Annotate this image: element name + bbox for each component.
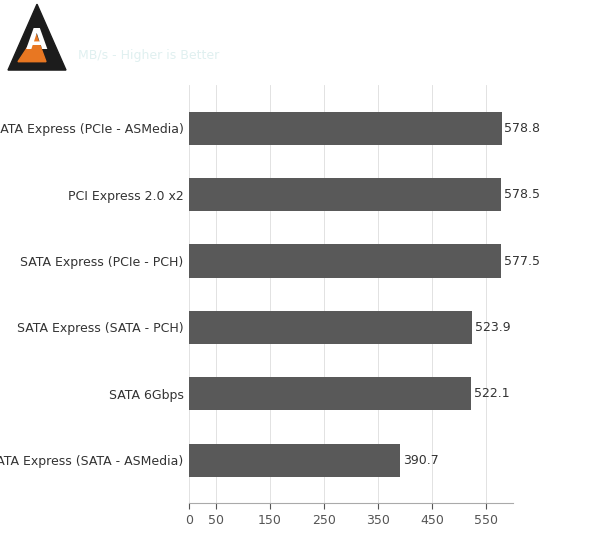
Bar [189, 112, 502, 145]
Text: A: A [26, 27, 48, 55]
Bar [189, 178, 502, 211]
Bar [189, 377, 471, 410]
Polygon shape [18, 35, 46, 62]
Text: 578.8: 578.8 [504, 122, 540, 135]
Polygon shape [8, 4, 66, 70]
Text: 390.7: 390.7 [403, 454, 439, 466]
Text: Iometer - 128KB Sequential Write (QD32): Iometer - 128KB Sequential Write (QD32) [78, 12, 565, 32]
Text: 522.1: 522.1 [473, 387, 509, 400]
Text: 523.9: 523.9 [475, 321, 510, 334]
Bar [189, 245, 501, 278]
Bar [189, 443, 400, 477]
Text: MB/s - Higher is Better: MB/s - Higher is Better [78, 49, 219, 62]
Bar [189, 311, 472, 344]
Text: 578.5: 578.5 [504, 188, 540, 201]
Text: 577.5: 577.5 [503, 255, 539, 268]
